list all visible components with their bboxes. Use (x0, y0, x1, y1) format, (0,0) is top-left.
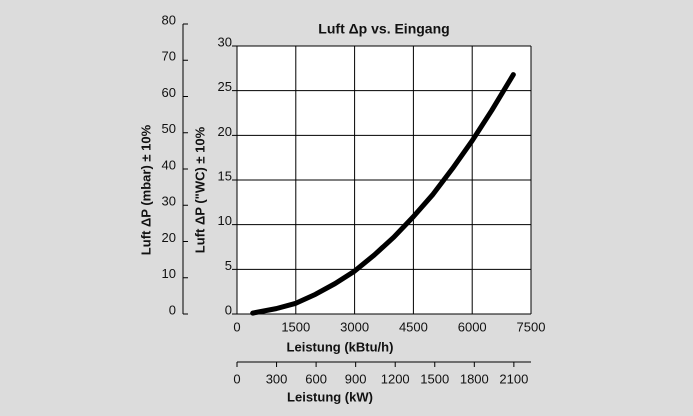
y2-tick-label: 60 (162, 85, 176, 100)
y2-tick-label: 30 (162, 194, 176, 209)
x2-axis-title: Leistung (kW) (287, 389, 373, 404)
y2-tick-label: 80 (162, 12, 176, 27)
y-tick-label: 10 (218, 213, 232, 228)
x2-tick-label: 1200 (381, 371, 410, 386)
x2-tick-label: 600 (305, 371, 327, 386)
x-tick-label: 3000 (340, 319, 369, 334)
x2-tick-label: 300 (266, 371, 288, 386)
y-axis-title: Luft ΔP ("WC) ± 10% (192, 126, 207, 253)
chart-title: Luft Δp vs. Eingang (318, 21, 449, 37)
y2-tick-label: 40 (162, 157, 176, 172)
y-tick-label: 25 (218, 79, 232, 94)
y-tick-label: 0 (225, 302, 232, 317)
y2-tick-label: 50 (162, 121, 176, 136)
y2-tick-label: 70 (162, 49, 176, 64)
line-series (250, 72, 516, 316)
x-tick-label: 0 (233, 319, 240, 334)
x2-tick-label: 900 (345, 371, 367, 386)
y2-tick-label: 10 (162, 266, 176, 281)
x2-tick-label: 2100 (499, 371, 528, 386)
y-tick-label: 20 (218, 124, 232, 139)
x2-tick-label: 0 (233, 371, 240, 386)
x-tick-label: 6000 (458, 319, 487, 334)
x-tick-label: 7500 (517, 319, 546, 334)
x-axis-title: Leistung (kBtu/h) (287, 339, 394, 354)
x-tick-label: 4500 (399, 319, 428, 334)
y-tick-label: 30 (218, 34, 232, 49)
y-tick-label: 5 (225, 258, 232, 273)
y2-tick-label: 0 (169, 302, 176, 317)
y2-tick-label: 20 (162, 230, 176, 245)
y-tick-label: 15 (218, 168, 232, 183)
x-tick-label: 1500 (281, 319, 310, 334)
x2-tick-label: 1800 (460, 371, 489, 386)
y2-axis-title: Luft ΔP (mbar) ± 10% (138, 124, 153, 255)
x2-tick-label: 1500 (420, 371, 449, 386)
